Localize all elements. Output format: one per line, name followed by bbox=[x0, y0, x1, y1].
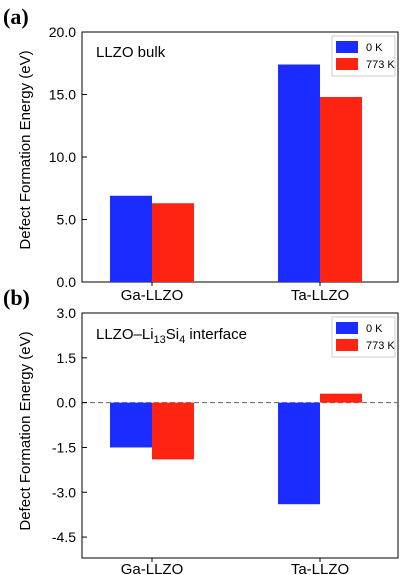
panel-a-bars bbox=[110, 64, 362, 282]
panel-a-category-label: Ga-LLZO bbox=[121, 287, 184, 304]
panel-a-ytick-label: 0.0 bbox=[57, 274, 77, 290]
panel-a-letter: (a) bbox=[3, 4, 29, 29]
panel-a-ytick-label: 5.0 bbox=[57, 212, 77, 228]
panel-b-annotation-sub2: 4 bbox=[179, 334, 185, 346]
panel-a-category-label: Ta-LLZO bbox=[291, 287, 349, 304]
panel-b-legend-label-773k: 773 K bbox=[366, 340, 395, 352]
panel-a-bar-ga-llzo-773k bbox=[152, 203, 194, 282]
panel-b-annotation-suffix: interface bbox=[185, 326, 247, 343]
panel-a: (a) Defect Formation Energy (eV) 0.0 5.0 1… bbox=[3, 4, 399, 304]
panel-a-y-ticks: 0.0 5.0 10.0 15.0 20.0 bbox=[49, 24, 87, 290]
panel-a-ytick-label: 20.0 bbox=[49, 24, 76, 40]
panel-b-y-ticks: -4.5 -3.0 -1.5 0.0 1.5 3.0 bbox=[52, 305, 87, 545]
panel-b-ylabel: Defect Formation Energy (eV) bbox=[17, 331, 34, 530]
panel-b-legend: 0 K 773 K bbox=[331, 316, 396, 358]
panel-b-category-label: Ta-LLZO bbox=[291, 561, 349, 575]
panel-a-legend-swatch-0k bbox=[336, 41, 358, 53]
panel-a-bar-ga-llzo-0k bbox=[110, 195, 152, 282]
panel-b-ytick-label: -3.0 bbox=[52, 484, 76, 500]
panel-a-legend-label-773k: 773 K bbox=[366, 59, 395, 71]
panel-b-category-label: Ga-LLZO bbox=[121, 561, 184, 575]
panel-b: (b) Defect Formation Energy (eV) -4.5 -3.… bbox=[3, 285, 399, 575]
panel-b-letter: (b) bbox=[3, 285, 30, 310]
panel-b-ytick-label: 1.5 bbox=[57, 350, 77, 366]
panel-b-legend-swatch-773k bbox=[336, 339, 358, 351]
panel-b-legend-swatch-0k bbox=[336, 322, 358, 334]
panel-b-ytick-label: 3.0 bbox=[57, 305, 77, 321]
panel-b-annotation-prefix: LLZO–Li bbox=[96, 326, 154, 343]
panel-a-legend-swatch-773k bbox=[336, 58, 358, 70]
panel-b-category-labels: Ga-LLZO Ta-LLZO bbox=[121, 558, 349, 575]
panel-b-ytick-label: -4.5 bbox=[52, 529, 76, 545]
panel-b-ytick-label: 0.0 bbox=[57, 395, 77, 411]
panel-a-ytick-label: 10.0 bbox=[49, 149, 76, 165]
panel-b-ytick-label: -1.5 bbox=[52, 439, 76, 455]
panel-b-bar-ta-llzo-0k bbox=[278, 402, 320, 505]
panel-b-axes-frame bbox=[81, 312, 399, 559]
panel-b-annotation-mid: Si bbox=[166, 326, 179, 343]
panel-a-legend-label-0k: 0 K bbox=[366, 42, 383, 54]
panel-a-bar-ta-llzo-773k bbox=[320, 97, 362, 282]
panel-a-category-labels: Ga-LLZO Ta-LLZO bbox=[121, 282, 349, 304]
panel-a-ytick-label: 15.0 bbox=[49, 87, 76, 103]
panel-a-bar-ta-llzo-0k bbox=[278, 64, 320, 282]
panel-b-annotation-sub1: 13 bbox=[154, 334, 166, 346]
panel-a-ylabel: Defect Formation Energy (eV) bbox=[17, 50, 34, 249]
panel-a-legend: 0 K 773 K bbox=[331, 35, 396, 77]
panel-b-legend-label-0k: 0 K bbox=[366, 323, 383, 335]
panel-b-annotation: LLZO–Li13Si4 interface bbox=[96, 326, 247, 346]
panel-b-bar-ga-llzo-773k bbox=[152, 402, 194, 460]
panel-a-annotation: LLZO bulk bbox=[96, 44, 166, 61]
panel-b-bar-ga-llzo-0k bbox=[110, 402, 152, 448]
panel-b-bars bbox=[110, 393, 362, 505]
panel-b-bar-ta-llzo-773k bbox=[320, 393, 362, 403]
